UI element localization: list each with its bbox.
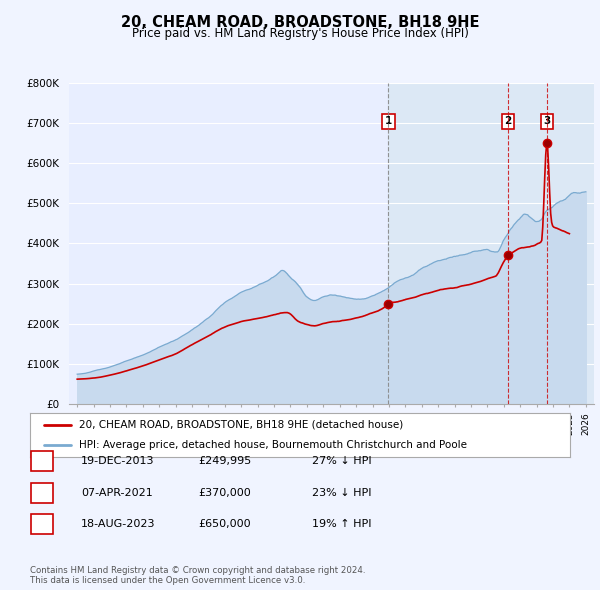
Text: £249,995: £249,995 (198, 457, 251, 466)
Text: 19% ↑ HPI: 19% ↑ HPI (312, 519, 371, 529)
Text: 20, CHEAM ROAD, BROADSTONE, BH18 9HE: 20, CHEAM ROAD, BROADSTONE, BH18 9HE (121, 15, 479, 30)
Text: Contains HM Land Registry data © Crown copyright and database right 2024.
This d: Contains HM Land Registry data © Crown c… (30, 566, 365, 585)
Text: 18-AUG-2023: 18-AUG-2023 (81, 519, 155, 529)
Text: 07-APR-2021: 07-APR-2021 (81, 488, 153, 497)
Text: 3: 3 (543, 116, 551, 126)
Text: 3: 3 (38, 519, 46, 529)
Text: 2: 2 (38, 488, 46, 497)
Text: £650,000: £650,000 (198, 519, 251, 529)
Text: HPI: Average price, detached house, Bournemouth Christchurch and Poole: HPI: Average price, detached house, Bour… (79, 440, 467, 450)
Text: 1: 1 (38, 457, 46, 466)
Text: £370,000: £370,000 (198, 488, 251, 497)
Text: 20, CHEAM ROAD, BROADSTONE, BH18 9HE (detached house): 20, CHEAM ROAD, BROADSTONE, BH18 9HE (de… (79, 420, 403, 430)
Text: 23% ↓ HPI: 23% ↓ HPI (312, 488, 371, 497)
Text: 19-DEC-2013: 19-DEC-2013 (81, 457, 155, 466)
Text: 1: 1 (385, 116, 392, 126)
Text: 27% ↓ HPI: 27% ↓ HPI (312, 457, 371, 466)
Bar (388, 83, 594, 404)
Text: 2: 2 (505, 116, 512, 126)
Text: Price paid vs. HM Land Registry's House Price Index (HPI): Price paid vs. HM Land Registry's House … (131, 27, 469, 40)
